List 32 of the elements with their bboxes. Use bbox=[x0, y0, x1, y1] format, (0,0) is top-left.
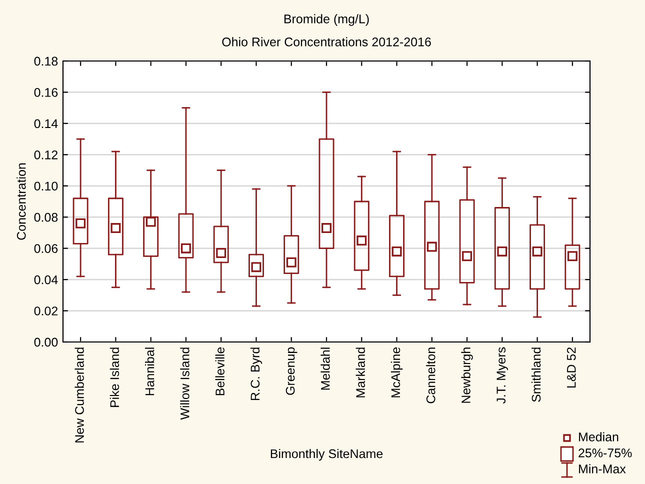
text: Min-Max bbox=[579, 464, 626, 474]
y-tick-label: 0.18 bbox=[34, 56, 58, 66]
x-tick-label: Smithland bbox=[531, 348, 541, 402]
x-tick-label: J.T. Myers bbox=[496, 347, 508, 404]
x-axis-title: Bimonthly SiteName bbox=[270, 448, 383, 461]
x-tick-label: Meldahl bbox=[320, 348, 330, 390]
x-tick-label: Pike Island bbox=[110, 348, 120, 407]
x-tick-label: Willow Island bbox=[180, 348, 190, 420]
y-tick-label: 0.06 bbox=[34, 244, 58, 253]
x-tick-label: Belleville bbox=[215, 347, 224, 396]
chart-subtitle: Ohio River Concentrations 2012-2016 bbox=[222, 37, 431, 46]
y-axis-title: Concentration bbox=[16, 163, 26, 240]
y-tick-label: 0.16 bbox=[34, 88, 58, 97]
x-tick-label: L&D 52 bbox=[566, 347, 576, 388]
y-tick-label: 0.14 bbox=[34, 119, 58, 128]
text: Median bbox=[579, 432, 618, 442]
x-tick-label: Markland bbox=[356, 348, 365, 398]
x-tick-label: Cannelton bbox=[426, 348, 436, 404]
x-tick-label: New Cumberland bbox=[74, 348, 84, 442]
x-tick-label: Hannibal bbox=[145, 348, 154, 396]
chart-title: Bromide (mg/L) bbox=[284, 14, 369, 26]
x-tick-label: McAlpine bbox=[390, 347, 403, 398]
text: 25%-75% bbox=[578, 448, 632, 458]
y-tick-label: 0.04 bbox=[34, 275, 58, 284]
x-tick-label: R.C. Byrd bbox=[250, 348, 262, 400]
x-tick-label: Greenup bbox=[286, 347, 298, 395]
y-tick-label: 0.02 bbox=[34, 306, 58, 316]
y-tick-label: 0.00 bbox=[34, 338, 58, 347]
y-tick-label: 0.08 bbox=[34, 212, 58, 222]
x-tick-label: Newburgh bbox=[461, 348, 473, 403]
y-tick-label: 0.10 bbox=[34, 182, 58, 191]
y-tick-label: 0.12 bbox=[34, 150, 58, 160]
